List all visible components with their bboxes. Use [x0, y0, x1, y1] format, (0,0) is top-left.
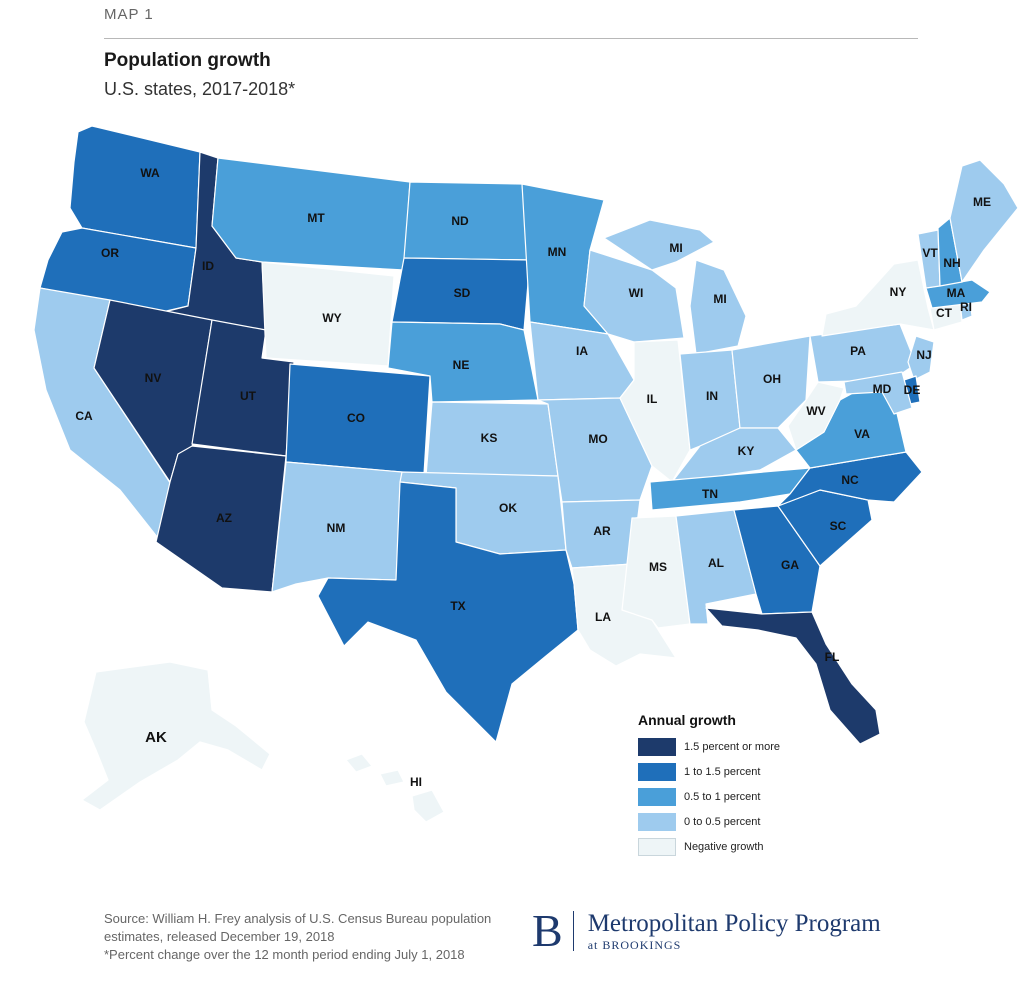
- legend-item: 1.5 percent or more: [638, 734, 838, 759]
- state-label: MN: [548, 245, 567, 259]
- us-states-map: WA OR CA ID NV UT AZ MT WY CO NM ND SD N…: [33, 125, 1019, 823]
- state-label: IN: [706, 389, 718, 403]
- state-label: SD: [454, 286, 471, 300]
- state-label: LA: [595, 610, 611, 624]
- legend-item: 1 to 1.5 percent: [638, 759, 838, 784]
- state-label: ME: [973, 195, 991, 209]
- state-label: IL: [647, 392, 658, 406]
- state-label: MD: [873, 382, 892, 396]
- state-MI-upper[interactable]: [603, 219, 715, 271]
- state-label: NH: [943, 256, 960, 270]
- state-MD[interactable]: [843, 371, 913, 415]
- legend-swatch: [638, 787, 676, 806]
- state-label: SC: [830, 519, 847, 533]
- state-label: OK: [499, 501, 517, 515]
- map-subtitle: U.S. states, 2017-2018*: [104, 79, 296, 99]
- brand-sub: at BROOKINGS: [587, 937, 682, 952]
- state-label: MS: [649, 560, 667, 574]
- state-MA[interactable]: [925, 279, 991, 309]
- state-HI[interactable]: [345, 753, 445, 823]
- state-NY[interactable]: [821, 259, 935, 337]
- map-number: MAP 1: [104, 6, 154, 23]
- legend: Annual growth 1.5 percent or more 1 to 1…: [638, 712, 838, 859]
- legend-label: 0.5 to 1 percent: [684, 790, 761, 803]
- state-label: GA: [781, 558, 799, 572]
- state-label: VA: [854, 427, 870, 441]
- state-label: AK: [145, 729, 167, 746]
- brand-name: Metropolitan Policy Program: [587, 909, 881, 937]
- state-label: AZ: [216, 511, 232, 525]
- state-ME[interactable]: [949, 159, 1019, 283]
- state-label: DE: [904, 383, 921, 397]
- state-label: NE: [453, 358, 470, 372]
- brand-divider: [572, 911, 574, 951]
- legend-label: 0 to 0.5 percent: [684, 815, 761, 828]
- legend-swatch: [638, 837, 676, 856]
- state-FL[interactable]: [705, 607, 881, 745]
- state-label: KY: [738, 444, 755, 458]
- brand-text: Metropolitan Policy Program at BROOKINGS: [588, 910, 881, 953]
- legend-label: 1 to 1.5 percent: [684, 765, 761, 778]
- legend-title: Annual growth: [638, 712, 736, 728]
- legend-swatch: [638, 812, 676, 831]
- state-WI[interactable]: [583, 249, 685, 343]
- state-label: NY: [890, 285, 907, 299]
- state-label: TX: [450, 599, 465, 613]
- state-label: WA: [140, 166, 160, 180]
- state-MI-lower[interactable]: [689, 259, 747, 355]
- legend-label: Negative growth: [684, 840, 764, 853]
- state-label: MA: [947, 286, 966, 300]
- legend-swatch: [638, 762, 676, 781]
- state-label: ID: [202, 259, 214, 273]
- header-divider: [104, 38, 918, 39]
- legend-item: 0 to 0.5 percent: [638, 809, 838, 834]
- state-WV[interactable]: [787, 381, 845, 451]
- state-label: PA: [850, 344, 866, 358]
- legend-label: 1.5 percent or more: [684, 740, 780, 753]
- state-label: NM: [327, 521, 346, 535]
- state-label: MO: [588, 432, 607, 446]
- state-label: WY: [322, 311, 341, 325]
- state-label: IA: [576, 344, 588, 358]
- state-label: KS: [481, 431, 498, 445]
- state-label: WV: [806, 404, 825, 418]
- state-label: MT: [307, 211, 325, 225]
- brookings-logo: B Metropolitan Policy Program at BROOKIN…: [532, 908, 881, 954]
- state-TN[interactable]: [649, 467, 811, 511]
- state-NJ[interactable]: [907, 335, 935, 381]
- state-label: OR: [101, 246, 119, 260]
- state-label: RI: [960, 300, 972, 314]
- state-NE[interactable]: [387, 321, 539, 403]
- legend-item: Negative growth: [638, 834, 838, 859]
- state-label: UT: [240, 389, 257, 403]
- state-label: NJ: [916, 348, 931, 362]
- state-label: WI: [629, 286, 644, 300]
- source-line: Source: William H. Frey analysis of U.S.…: [104, 911, 492, 944]
- source-note: Source: William H. Frey analysis of U.S.…: [104, 910, 524, 964]
- state-label: CT: [936, 306, 953, 320]
- legend-swatch: [638, 737, 676, 756]
- state-label: CO: [347, 411, 365, 425]
- legend-item: 0.5 to 1 percent: [638, 784, 838, 809]
- state-label: AR: [593, 524, 611, 538]
- state-label: CA: [75, 409, 93, 423]
- footnote-line: *Percent change over the 12 month period…: [104, 947, 465, 962]
- state-label: TN: [702, 487, 718, 501]
- state-label: ND: [451, 214, 469, 228]
- state-label: MI: [713, 292, 726, 306]
- state-AK[interactable]: [81, 661, 271, 811]
- map-title: Population growth: [104, 50, 271, 71]
- state-label: OH: [763, 372, 781, 386]
- state-label: MI: [669, 241, 682, 255]
- state-label: AL: [708, 556, 724, 570]
- state-label: HI: [410, 775, 422, 789]
- state-label: VT: [922, 246, 938, 260]
- brand-mark: B: [532, 905, 563, 956]
- state-label: NV: [145, 371, 162, 385]
- state-TX[interactable]: [317, 481, 579, 743]
- state-label: FL: [825, 650, 840, 664]
- state-label: NC: [841, 473, 859, 487]
